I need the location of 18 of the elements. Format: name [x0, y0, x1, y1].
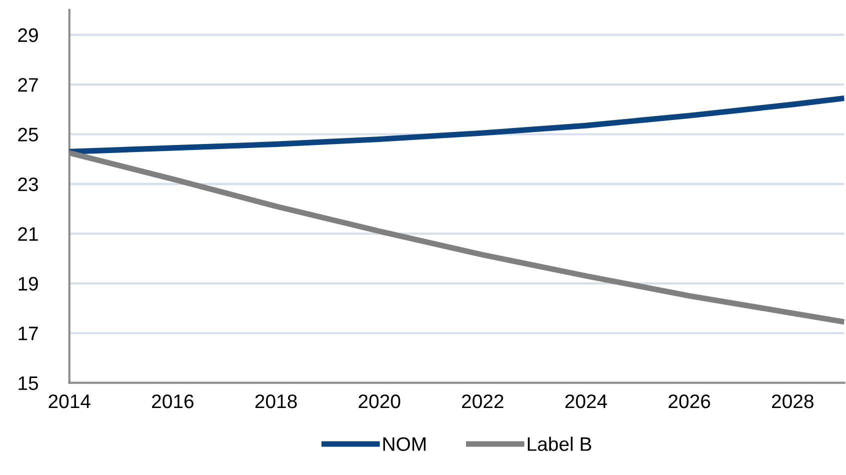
legend-label: Label B	[528, 436, 592, 451]
x-tick-label: 2020	[358, 394, 400, 408]
x-tick-label: 2028	[772, 394, 814, 408]
y-tick-label: 25	[18, 128, 38, 142]
x-tick-label: 2016	[152, 394, 194, 408]
y-tick-label: 15	[18, 376, 38, 390]
x-tick-label: 2022	[462, 394, 504, 408]
legend-label: NOM	[383, 437, 426, 451]
x-tick-label: 2024	[565, 394, 608, 408]
x-tick-label: 2026	[668, 394, 710, 408]
y-tick-label: 23	[18, 177, 38, 192]
y-tick-label: 27	[18, 78, 38, 92]
y-tick-label: 17	[18, 326, 38, 340]
x-tick-label: 2018	[255, 394, 297, 408]
x-tick-label: 2014	[48, 394, 90, 408]
y-tick-label: 21	[18, 227, 38, 241]
y-tick-label: 19	[18, 276, 38, 291]
y-tick-label: 29	[18, 28, 38, 42]
